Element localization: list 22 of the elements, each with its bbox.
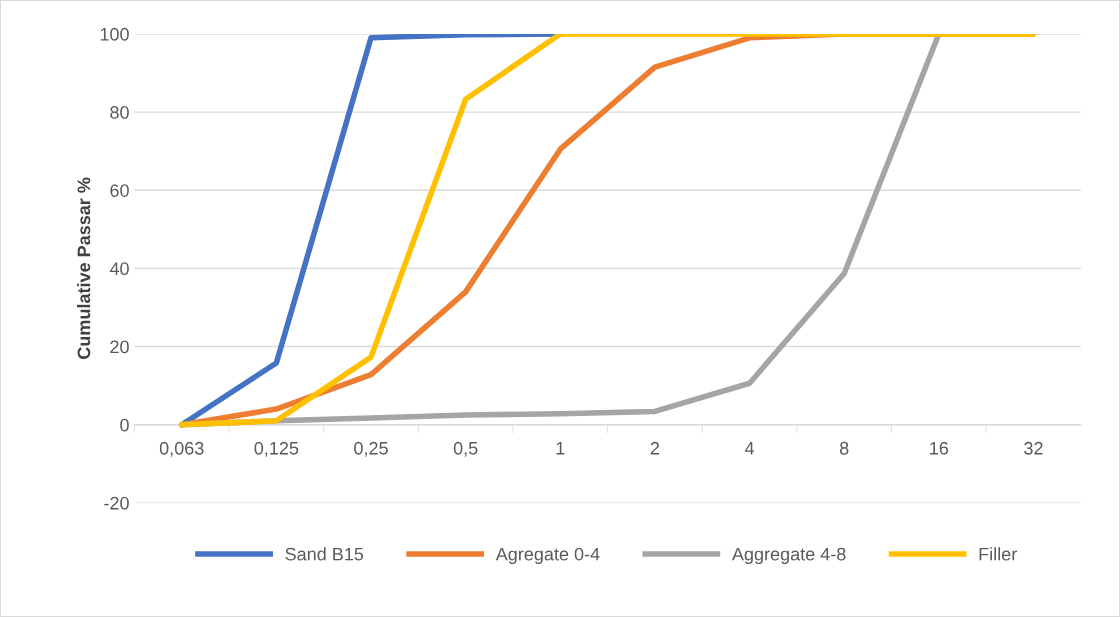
x-tick-label: 8 xyxy=(839,441,849,455)
y-tick-label: 40 xyxy=(109,262,129,276)
x-tick-label: 2 xyxy=(650,441,660,455)
y-tick-label: 80 xyxy=(110,106,129,119)
y-tick-label: 60 xyxy=(110,184,129,197)
legend-label: Filler xyxy=(979,547,1017,561)
y-tick-label: -20 xyxy=(104,496,129,510)
x-tick-label: 16 xyxy=(930,441,949,455)
x-tick-label: 0,25 xyxy=(354,441,388,457)
legend-label: Sand B15 xyxy=(285,547,364,561)
y-tick-label: 100 xyxy=(100,27,129,41)
x-tick-label: 0,063 xyxy=(159,441,204,457)
x-tick-label: 1 xyxy=(556,442,565,455)
legend-label: Agregate 0-4 xyxy=(495,547,600,565)
legend-label: Aggregate 4-8 xyxy=(731,547,846,565)
x-tick-label: 0,5 xyxy=(453,441,478,457)
y-tick-label: 0 xyxy=(120,418,129,432)
x-tick-label: 32 xyxy=(1024,441,1043,455)
x-tick-label: 0,125 xyxy=(254,441,299,457)
y-axis-title: Cumulative Passar % xyxy=(77,177,91,359)
x-tick-label: 4 xyxy=(744,442,755,455)
y-tick-label: 20 xyxy=(110,340,129,354)
